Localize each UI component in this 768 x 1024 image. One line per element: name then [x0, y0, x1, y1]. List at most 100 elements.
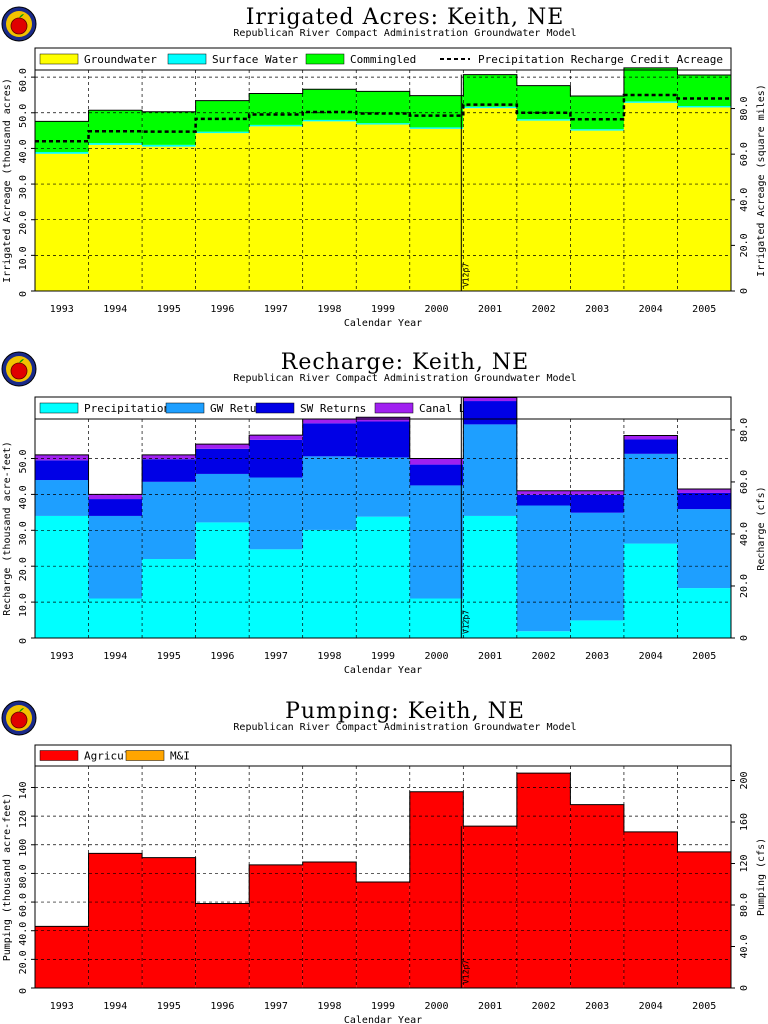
x-tick-label: 2001: [478, 1001, 502, 1012]
legend-label-2: Surface Water: [212, 53, 298, 66]
bar-irrigated-surface-water-1996: [195, 131, 250, 134]
bar-pumping-agricultural-2001: [463, 826, 517, 988]
bar-irrigated-surface-water-2005: [677, 106, 731, 108]
bar-pumping-agricultural-1999: [356, 882, 410, 988]
legend-label-4: Precipitation Recharge Credit Acreage: [478, 53, 723, 66]
x-tick-label: 1993: [50, 304, 74, 315]
bar-recharge-precipitation-2003: [570, 620, 624, 638]
x-tick-label: 1998: [317, 304, 341, 315]
apple-logo-icon: [1, 351, 37, 387]
y-tick-label: 60.0: [18, 893, 29, 917]
bar-recharge-sw-returns-1994: [88, 499, 143, 516]
bar-recharge-precipitation-2005: [677, 588, 731, 638]
bar-irrigated-commingled-1999: [356, 91, 410, 124]
bar-irrigated-commingled-1994: [88, 110, 143, 144]
bar-recharge-canal-leakage-1998: [302, 419, 357, 424]
bar-irrigated-groundwater-1993: [35, 153, 89, 291]
bar-irrigated-surface-water-2003: [570, 129, 624, 131]
y-right-tick-label: 0: [739, 985, 750, 991]
x-axis-label: Calendar Year: [344, 1015, 422, 1024]
logo-apple: [10, 362, 28, 380]
legend-swatch-2: [167, 53, 207, 65]
bar-irrigated-groundwater-1996: [195, 133, 250, 291]
y-tick-label: 120: [18, 810, 29, 828]
chart-title: Recharge: Keith, NE: [281, 350, 529, 375]
bar-recharge-sw-returns-2003: [570, 494, 624, 513]
plot-frame: [34, 765, 732, 989]
bar-pumping-agricultural-1998: [302, 861, 357, 988]
bar-recharge-canal-leakage-2002: [516, 490, 571, 495]
bar-irrigated-groundwater-2002: [516, 120, 571, 292]
bar-recharge-gw-returns-1998: [302, 456, 357, 530]
y-right-tick-label: 120: [739, 854, 750, 872]
bar-irrigated-groundwater-2004: [623, 102, 678, 291]
bar-irrigated-groundwater-1994: [88, 144, 143, 291]
plot-frame: [34, 418, 732, 639]
y-right-tick-label: 20.0: [739, 233, 750, 257]
x-tick-label: 1997: [264, 304, 288, 315]
bar-recharge-gw-returns-2005: [677, 509, 731, 589]
apple-logo-icon: [1, 700, 37, 736]
bar-irrigated-groundwater-2000: [409, 128, 464, 291]
bar-recharge-canal-leakage-1996: [195, 444, 250, 449]
bar-pumping-agricultural-2002: [516, 773, 571, 988]
bar-irrigated-commingled-2004: [623, 67, 678, 102]
bar-recharge-sw-returns-1995: [142, 459, 196, 482]
legend-swatch-1: [39, 53, 79, 65]
y-tick-label: 100: [18, 839, 29, 857]
x-tick-label: 2003: [585, 651, 609, 662]
apple-logo-icon: [1, 6, 37, 42]
bar-irrigated-commingled-2003: [570, 96, 624, 130]
bar-recharge-sw-returns-1993: [35, 460, 89, 481]
y-tick-label: 50.0: [18, 449, 29, 473]
bar-irrigated-surface-water-1998: [302, 119, 357, 122]
y-tick-label: 40.0: [18, 922, 29, 946]
bar-pumping-agricultural-1994: [88, 853, 143, 988]
bar-recharge-sw-returns-2005: [677, 492, 731, 510]
bar-recharge-precipitation-2001: [463, 515, 517, 638]
bar-irrigated-surface-water-2000: [409, 127, 464, 129]
x-tick-label: 2003: [585, 1001, 609, 1012]
bar-irrigated-commingled-2001: [463, 74, 517, 107]
x-tick-label: 1994: [103, 1001, 127, 1012]
bar-recharge-sw-returns-2002: [516, 494, 571, 506]
x-tick-label: 2004: [639, 304, 663, 315]
x-tick-label: 2002: [532, 651, 556, 662]
total-outline: [35, 396, 731, 495]
y-right-tick-label: 20.0: [739, 574, 750, 598]
y-tick-label: 80.0: [18, 864, 29, 888]
version-tag: V12p7: [461, 263, 470, 287]
bar-recharge-gw-returns-1993: [35, 480, 89, 516]
bar-pumping-agricultural-1995: [142, 857, 196, 988]
bar-irrigated-groundwater-1998: [302, 121, 357, 291]
bar-pumping-agricultural-2003: [570, 804, 624, 988]
bar-irrigated-surface-water-1999: [356, 123, 410, 125]
x-tick-label: 1996: [210, 651, 234, 662]
chart-subtitle: Republican River Compact Administration …: [233, 722, 576, 733]
x-tick-label: 1997: [264, 1001, 288, 1012]
bar-recharge-precipitation-1999: [356, 516, 410, 638]
y-right-tick-label: 60.0: [739, 470, 750, 494]
y-axis-label: Pumping (thousand acre-feet): [2, 793, 13, 962]
bar-pumping-agricultural-1996: [195, 903, 250, 988]
bar-recharge-gw-returns-1999: [356, 457, 410, 517]
y-right-tick-label: 200: [739, 771, 750, 789]
plot-frame: [34, 69, 732, 292]
bar-irrigated-commingled-1996: [195, 100, 250, 132]
x-tick-label: 1995: [157, 651, 181, 662]
bar-irrigated-commingled-2005: [677, 74, 731, 107]
x-tick-label: 1995: [157, 1001, 181, 1012]
bar-recharge-canal-leakage-2000: [409, 458, 464, 465]
y-tick-label: 40.0: [18, 485, 29, 509]
bar-recharge-precipitation-2004: [623, 543, 678, 638]
x-tick-label: 1994: [103, 651, 127, 662]
bar-pumping-agricultural-2005: [677, 851, 731, 988]
bar-recharge-sw-returns-2004: [623, 439, 678, 454]
y-tick-label: 0: [18, 291, 29, 297]
y-tick-label: 10.0: [18, 246, 29, 270]
x-tick-label: 2005: [692, 1001, 716, 1012]
chart-title: Irrigated Acres: Keith, NE: [246, 5, 565, 30]
bar-recharge-canal-leakage-1993: [35, 454, 89, 461]
bar-recharge-canal-leakage-1997: [249, 435, 303, 440]
